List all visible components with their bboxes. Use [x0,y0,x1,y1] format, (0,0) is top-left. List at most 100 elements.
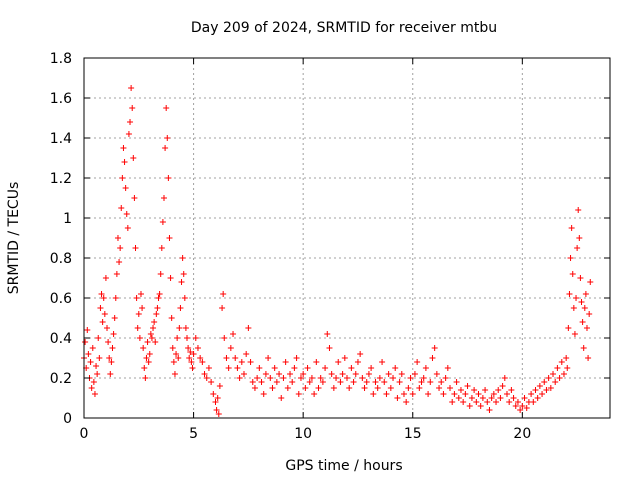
data-point [152,339,159,345]
data-point [341,355,348,361]
data-series-srmtid [81,85,594,417]
data-point [304,365,311,371]
data-point [278,395,285,401]
data-point [215,411,222,417]
data-point [130,155,137,161]
data-point [563,355,570,361]
data-point [157,271,164,277]
data-point [181,295,188,301]
data-point [189,365,196,371]
data-point [175,355,182,361]
data-point [436,385,443,391]
data-point [330,385,337,391]
data-point [385,371,392,377]
data-point [416,385,423,391]
x-tick-label: 15 [404,426,422,442]
data-point [131,195,138,201]
data-point [573,295,580,301]
data-point [568,225,575,231]
data-point [558,359,565,365]
data-point [176,325,183,331]
data-point [506,399,513,405]
data-point [240,371,247,377]
data-point [363,379,370,385]
y-tick-label: 1 [63,211,72,227]
data-point [365,371,372,377]
data-point [422,365,429,371]
data-point [523,405,530,411]
data-point [280,375,287,381]
data-point [262,371,269,377]
data-point [194,345,201,351]
data-point [550,371,557,377]
data-point [289,379,296,385]
data-point [464,383,471,389]
data-point [143,355,150,361]
data-point [486,407,493,413]
data-point [170,359,177,365]
data-point [265,355,272,361]
data-point [203,375,210,381]
data-point [245,325,252,331]
data-point [297,375,304,381]
x-tick-label: 0 [80,426,89,442]
data-point [127,119,134,125]
data-point [90,379,97,385]
data-point [162,145,169,151]
data-point [475,391,482,397]
data-point [136,335,143,341]
data-point [168,315,175,321]
data-point [101,311,108,317]
data-point [260,391,267,397]
data-point [335,359,342,365]
data-point [214,395,221,401]
data-point [220,291,227,297]
data-point [163,105,170,111]
data-point [153,311,160,317]
plot-frame [83,57,611,419]
data-point [247,359,254,365]
data-point [243,351,250,357]
data-point [125,131,132,137]
data-point [308,375,315,381]
data-point [319,379,326,385]
data-point [109,345,116,351]
data-point [147,331,154,337]
data-point [418,379,425,385]
data-point [552,379,559,385]
data-point [135,311,142,317]
data-point [105,339,112,345]
data-point [311,391,318,397]
data-point [106,355,113,361]
data-point [187,349,194,355]
data-point [132,245,139,251]
data-point [208,379,215,385]
data-point [361,385,368,391]
data-point [462,391,469,397]
data-point [350,379,357,385]
data-point [197,355,204,361]
data-point [254,375,261,381]
data-point [339,371,346,377]
data-point [390,375,397,381]
data-point [438,379,445,385]
data-point [519,403,526,409]
data-point [352,371,359,377]
data-point [455,395,462,401]
data-point [85,351,92,357]
data-point [473,399,480,405]
data-point [178,279,185,285]
x-axis-title: GPS time / hours [285,458,402,474]
data-point [532,387,539,393]
data-point [94,371,101,377]
data-point [577,275,584,281]
data-point [234,365,241,371]
data-point [258,379,265,385]
data-point [167,275,174,281]
data-point [96,355,103,361]
data-point [493,399,500,405]
data-point [284,385,291,391]
data-point [372,379,379,385]
data-point [84,327,91,333]
data-point [457,387,464,393]
